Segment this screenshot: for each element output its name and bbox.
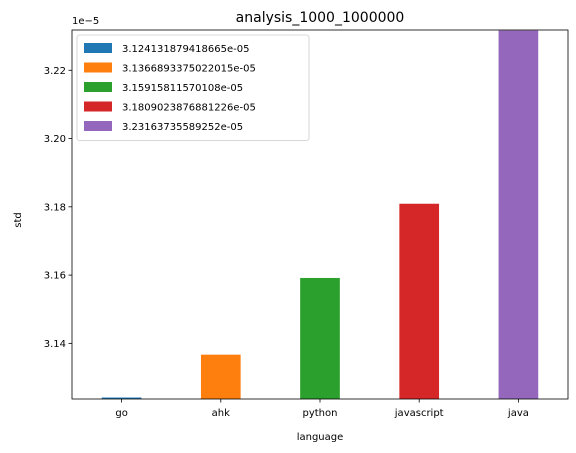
bar-python — [300, 278, 340, 399]
bar-javascript — [399, 204, 439, 399]
bar-java — [499, 31, 539, 399]
legend-swatch — [84, 121, 112, 131]
legend-entry-label: 3.1809023876881226e-05 — [122, 103, 256, 114]
legend-swatch — [84, 82, 112, 92]
y-tick-label: 3.20 — [44, 134, 66, 145]
y-axis-offset-label: 1e−5 — [72, 16, 99, 27]
y-axis-label: std — [13, 212, 24, 227]
x-tick-label: javascript — [394, 408, 444, 419]
legend-entry-label: 3.1366893375022015e-05 — [122, 64, 256, 75]
x-tick-label: java — [507, 408, 529, 419]
legend-entry-label: 3.23163735589252e-05 — [122, 122, 243, 133]
x-tick-label: python — [303, 408, 338, 419]
legend-entry-label: 3.15915811570108e-05 — [122, 83, 243, 94]
chart-title: analysis_1000_1000000 — [236, 10, 405, 26]
y-tick-label: 3.22 — [44, 66, 66, 77]
x-tick-label: go — [115, 408, 127, 419]
legend-swatch — [84, 102, 112, 112]
y-tick-label: 3.18 — [44, 202, 66, 213]
legend-entry-label: 3.124131879418665e-05 — [122, 44, 249, 55]
bar-ahk — [201, 355, 241, 399]
legend-swatch — [84, 43, 112, 53]
y-tick-label: 3.16 — [44, 271, 66, 282]
legend: 3.124131879418665e-05 3.1366893375022015e… — [77, 35, 309, 141]
x-axis-label: language — [297, 432, 344, 443]
y-tick-label: 3.14 — [44, 339, 66, 350]
x-tick-label: ahk — [212, 408, 230, 419]
legend-swatch — [84, 63, 112, 73]
